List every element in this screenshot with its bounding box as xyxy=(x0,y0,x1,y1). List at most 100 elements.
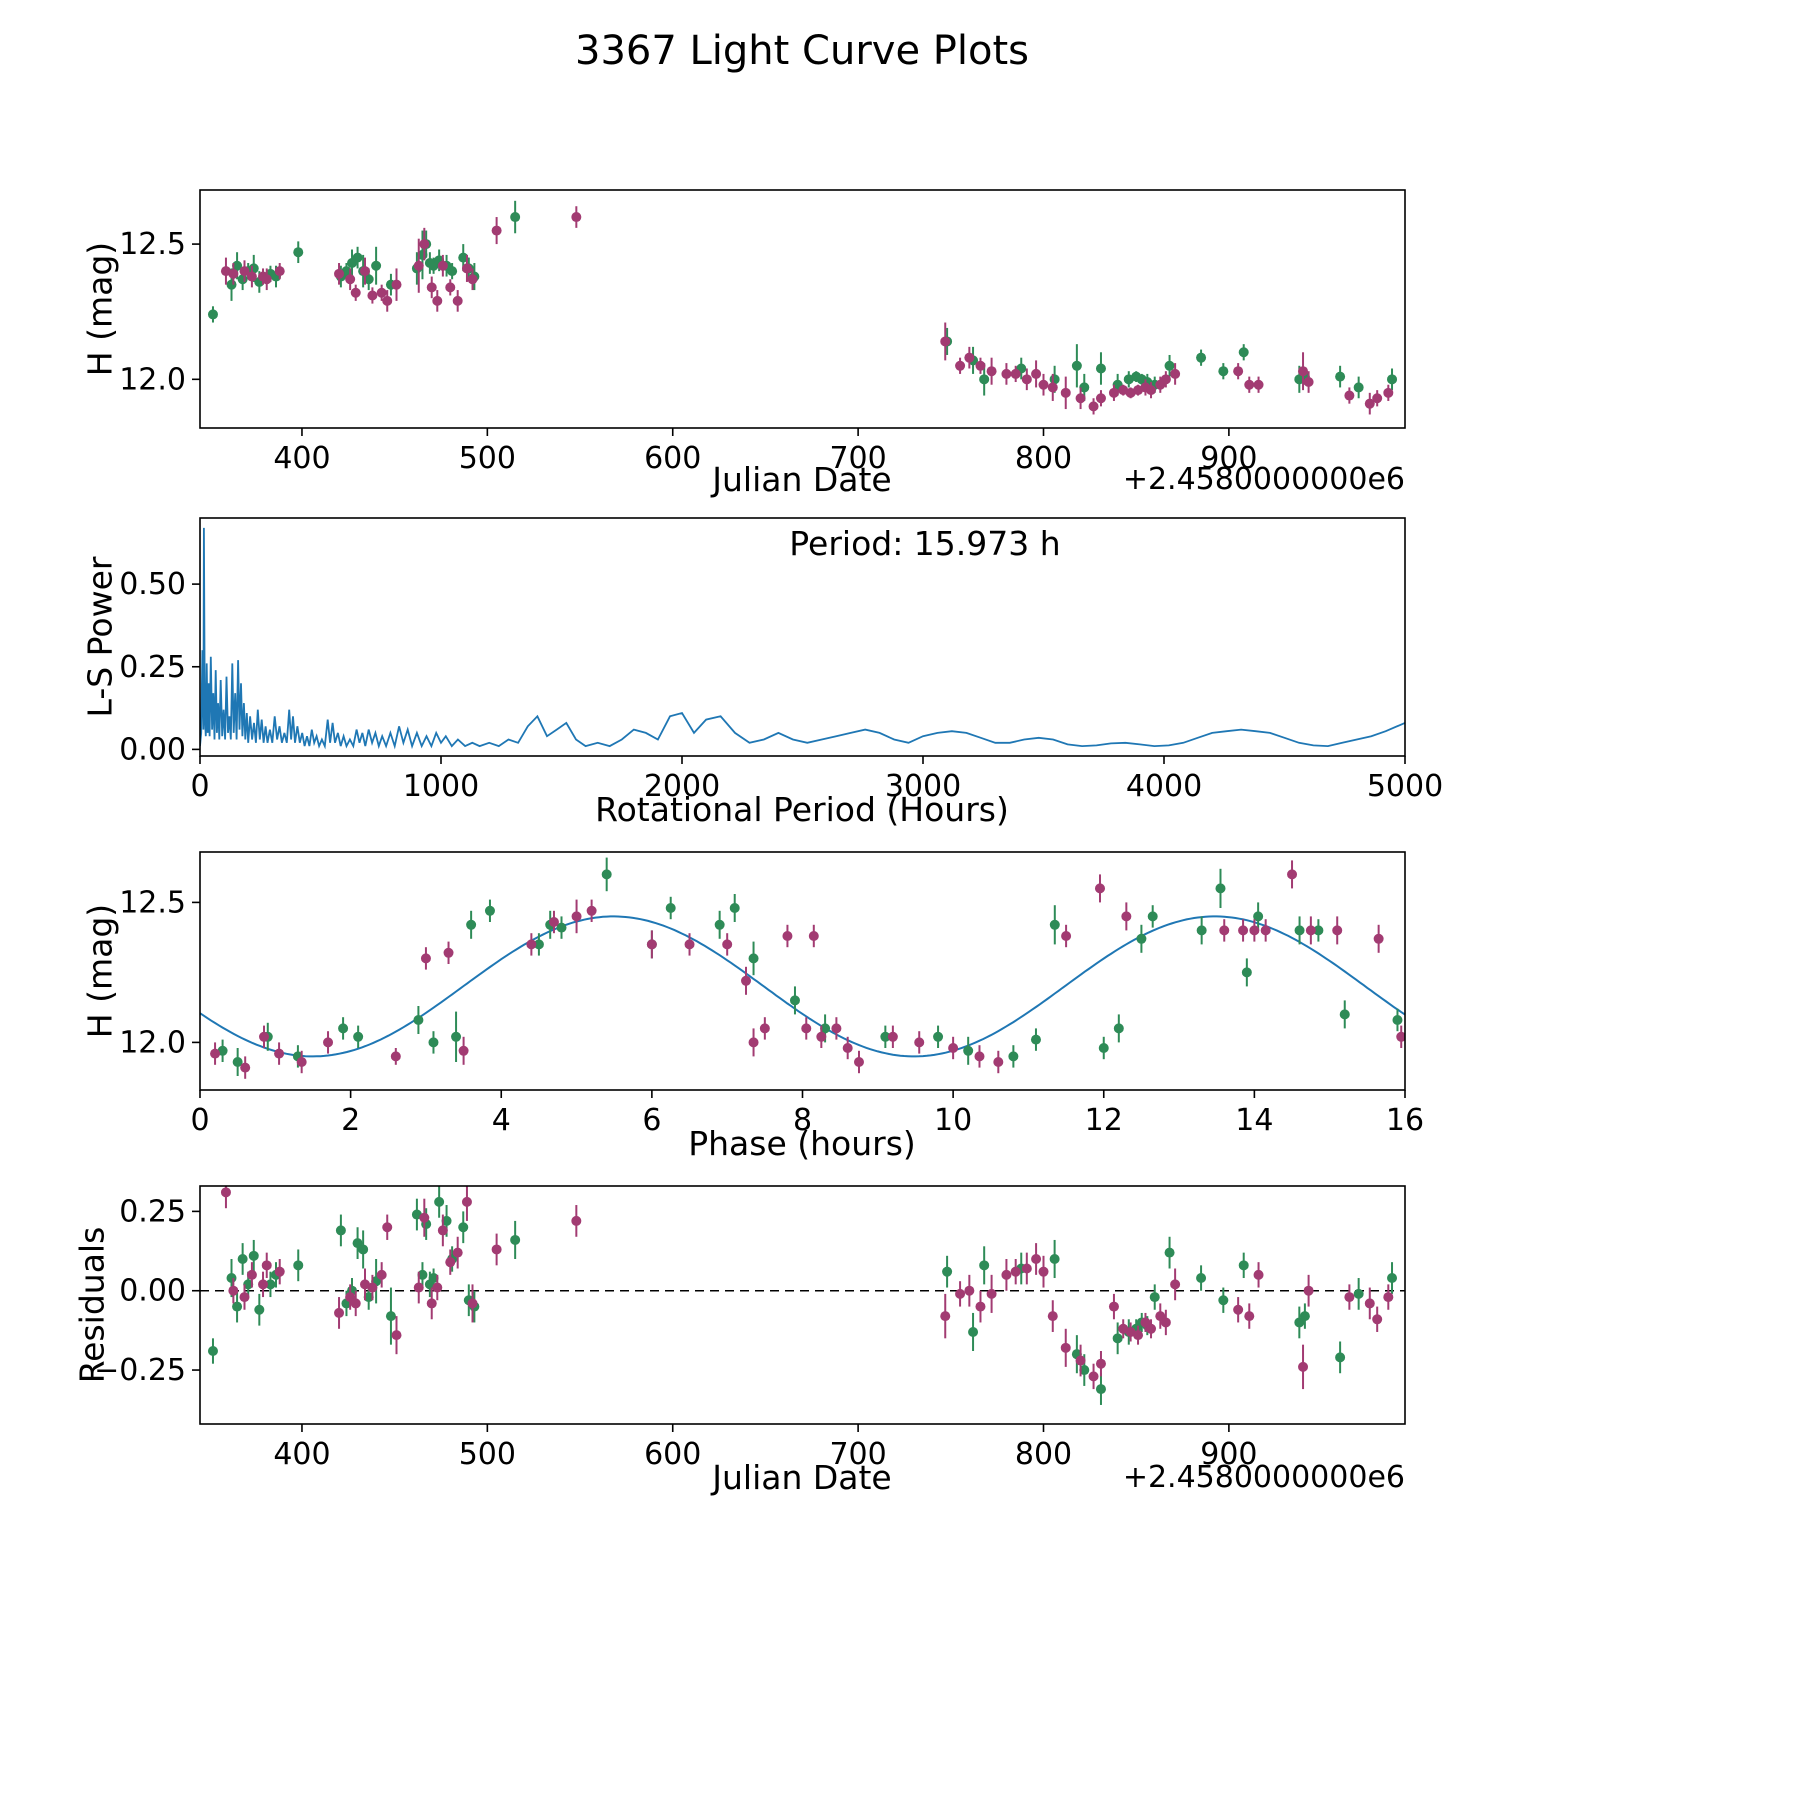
data-point xyxy=(350,1298,361,1309)
data-point xyxy=(1233,1304,1244,1315)
data-point xyxy=(722,939,733,950)
panel-data-periodogram xyxy=(200,527,1405,750)
panel4-x-axis-label: Julian Date xyxy=(712,1458,892,1497)
x-tick-label: 800 xyxy=(1015,1437,1072,1472)
data-point xyxy=(258,1279,269,1290)
data-point xyxy=(458,252,469,263)
data-point xyxy=(526,939,537,950)
data-point xyxy=(413,1282,424,1293)
data-point xyxy=(461,263,472,274)
data-point xyxy=(467,274,478,285)
data-point xyxy=(345,274,356,285)
data-point xyxy=(1218,366,1229,377)
data-point xyxy=(466,919,477,930)
data-point xyxy=(963,1045,974,1056)
data-point xyxy=(491,1244,502,1255)
figure-title: 3367 Light Curve Plots xyxy=(574,28,1030,74)
data-point xyxy=(441,1215,452,1226)
data-point xyxy=(1372,1314,1383,1325)
x-tick-label: 14 xyxy=(1235,1103,1273,1138)
data-point xyxy=(1049,1253,1060,1264)
data-point xyxy=(820,1023,831,1034)
y-tick-label: 12.0 xyxy=(119,1025,186,1060)
data-point xyxy=(1392,1015,1403,1025)
data-point xyxy=(1149,1292,1160,1303)
data-point xyxy=(548,917,559,927)
panel-data-light-curve xyxy=(207,200,1398,415)
data-point xyxy=(831,1023,842,1034)
data-point xyxy=(1108,1301,1119,1312)
panel2-y-axis-label: L-S Power xyxy=(80,556,120,718)
data-point xyxy=(1364,398,1375,409)
data-point xyxy=(1238,925,1249,936)
data-point xyxy=(816,1031,827,1042)
data-point xyxy=(293,247,304,258)
data-point xyxy=(1094,883,1105,894)
panel1-x-axis-label: Julian Date xyxy=(712,460,892,499)
data-point xyxy=(955,1288,966,1299)
x-tick-label: 400 xyxy=(273,1437,330,1472)
data-point xyxy=(556,922,567,933)
data-point xyxy=(1021,374,1032,385)
data-point xyxy=(1238,1260,1249,1271)
data-point xyxy=(1049,919,1060,930)
panel-data-phased-light-curve xyxy=(200,857,1405,1079)
data-point xyxy=(1133,1330,1144,1341)
data-point xyxy=(1079,382,1090,393)
x-tick-label: 800 xyxy=(1015,441,1072,476)
data-point xyxy=(853,1057,864,1067)
data-point xyxy=(246,271,257,282)
data-point xyxy=(510,212,521,223)
sinusoid-fit-line xyxy=(200,915,1405,1058)
panel3-x-axis-label: Phase (hours) xyxy=(688,1124,916,1163)
data-point xyxy=(571,1215,582,1226)
data-point xyxy=(993,1057,1004,1067)
data-point xyxy=(782,931,793,941)
data-point xyxy=(1335,1352,1346,1363)
data-point xyxy=(1298,366,1309,377)
data-point xyxy=(1253,1269,1264,1280)
axes-frame xyxy=(199,189,1406,429)
data-point xyxy=(1164,360,1175,371)
data-point xyxy=(232,1301,243,1312)
data-point xyxy=(1095,1358,1106,1369)
data-point xyxy=(1305,925,1316,936)
x-tick-label: 900 xyxy=(1200,1437,1257,1472)
data-point xyxy=(880,1031,891,1042)
data-point xyxy=(1253,911,1264,922)
data-point xyxy=(1031,368,1042,379)
data-point xyxy=(1196,1273,1207,1284)
x-tick-label: 5000 xyxy=(1367,769,1443,804)
data-point xyxy=(1147,911,1158,922)
data-point xyxy=(437,260,448,271)
data-point xyxy=(419,1212,430,1223)
data-point xyxy=(759,1023,770,1034)
data-point xyxy=(1146,385,1157,396)
panel-light-curve: 400 500 600 700 800 900 12.0 12.5 xyxy=(119,189,1406,476)
x-tick-label: 4 xyxy=(492,1103,511,1138)
data-point xyxy=(748,953,759,964)
data-point xyxy=(228,268,239,279)
data-point xyxy=(451,1031,462,1042)
period-annotation: Period: 15.973 h xyxy=(789,524,1061,563)
data-point xyxy=(979,374,990,385)
data-point xyxy=(1303,377,1314,388)
data-point xyxy=(419,239,430,250)
data-point xyxy=(974,1051,985,1062)
data-point xyxy=(1021,1263,1032,1274)
data-point xyxy=(1372,393,1383,404)
data-point xyxy=(1298,1361,1309,1372)
x-tick-label: 400 xyxy=(273,441,330,476)
axes-frame xyxy=(199,517,1406,757)
data-point xyxy=(334,1307,345,1318)
data-point xyxy=(447,266,458,277)
data-point xyxy=(484,905,495,916)
x-tick-label: 0 xyxy=(190,1103,209,1138)
data-point xyxy=(842,1043,853,1053)
data-point xyxy=(1095,1384,1106,1395)
data-point xyxy=(452,295,463,306)
data-point xyxy=(1253,379,1264,390)
y-tick-label: −0.25 xyxy=(94,1353,186,1388)
data-point xyxy=(1170,368,1181,379)
